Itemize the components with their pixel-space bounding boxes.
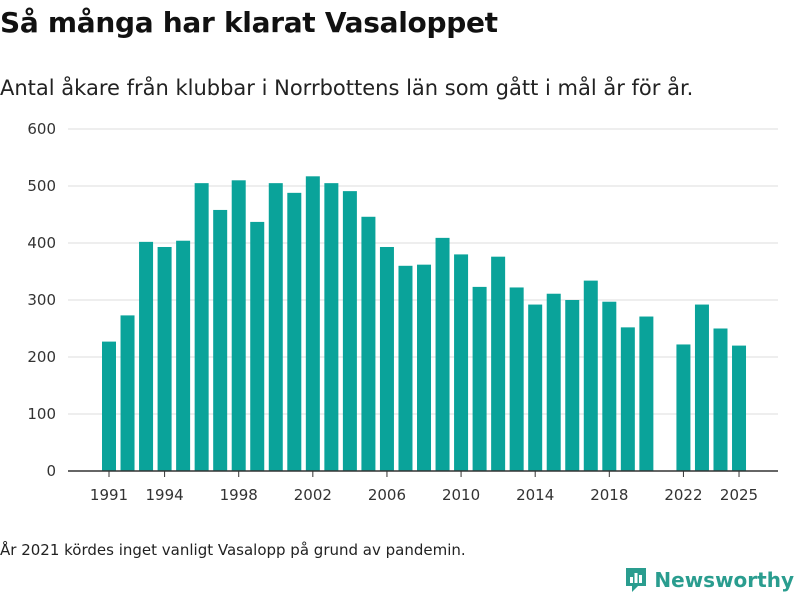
bar-1991 — [102, 341, 116, 471]
bar-2009 — [435, 237, 450, 471]
bar-2010 — [454, 254, 469, 471]
bar-2007 — [398, 265, 413, 471]
bar-2018 — [602, 301, 617, 471]
chart-title: Så många har klarat Vasaloppet — [0, 6, 498, 39]
bar-2023 — [694, 304, 709, 471]
y-tick-label: 100 — [27, 405, 56, 423]
bar-2005 — [361, 216, 376, 471]
y-tick-label: 400 — [27, 234, 56, 252]
bar-2011 — [472, 286, 487, 471]
y-tick-label: 500 — [27, 177, 56, 195]
x-tick-label: 2025 — [720, 486, 758, 504]
bar-1995 — [176, 240, 191, 471]
bar-2022 — [676, 344, 691, 471]
bar-1992 — [120, 315, 135, 471]
bar-2024 — [713, 328, 728, 471]
bars — [102, 176, 747, 472]
brand-name: Newsworthy — [654, 568, 794, 592]
x-tick-label: 2018 — [590, 486, 628, 504]
bar-2014 — [528, 304, 543, 471]
y-tick-label: 300 — [27, 291, 56, 309]
bar-2020 — [639, 316, 654, 471]
y-tick-label: 0 — [46, 462, 56, 480]
bar-1999 — [250, 221, 265, 471]
bar-2013 — [509, 287, 524, 471]
y-tick-label: 200 — [27, 348, 56, 366]
x-tick-label: 2014 — [516, 486, 554, 504]
x-tick-label: 2022 — [664, 486, 702, 504]
bar-2006 — [379, 246, 394, 471]
bar-2015 — [546, 293, 561, 471]
x-tick-label: 1998 — [220, 486, 258, 504]
y-tick-label: 600 — [27, 120, 56, 138]
footnote: År 2021 kördes inget vanligt Vasalopp på… — [0, 541, 466, 559]
bar-2019 — [620, 327, 635, 471]
bar-1994 — [157, 246, 172, 471]
bar-1997 — [213, 209, 228, 471]
bar-2003 — [324, 183, 339, 471]
newsworthy-logo-icon — [626, 568, 647, 592]
x-axis — [68, 470, 778, 477]
chart-subtitle: Antal åkare från klubbar i Norrbottens l… — [0, 76, 694, 100]
bar-2002 — [305, 176, 320, 471]
x-tick-label: 2006 — [368, 486, 406, 504]
bar-2000 — [268, 183, 283, 471]
bar-1998 — [231, 180, 246, 472]
bar-2016 — [565, 300, 580, 471]
x-tick-label: 2002 — [294, 486, 332, 504]
x-tick-label: 2010 — [442, 486, 480, 504]
bar-2001 — [287, 192, 302, 471]
bar-2008 — [417, 264, 432, 471]
x-tick-label: 1994 — [145, 486, 183, 504]
bar-2004 — [342, 191, 357, 471]
x-axis-labels: 1991 1994 1998 2002 2006 2010 2014 2018 2022 2025 — [90, 486, 758, 504]
bar-2012 — [491, 256, 506, 471]
y-axis-labels: 0 100 200 300 400 500 600 — [27, 120, 56, 480]
bar-2017 — [583, 280, 598, 471]
x-tick-label: 1991 — [90, 486, 128, 504]
bar-1996 — [194, 183, 209, 471]
brand-logo: Newsworthy — [624, 566, 794, 594]
bar-2025 — [732, 345, 747, 471]
bar-1993 — [139, 241, 154, 471]
